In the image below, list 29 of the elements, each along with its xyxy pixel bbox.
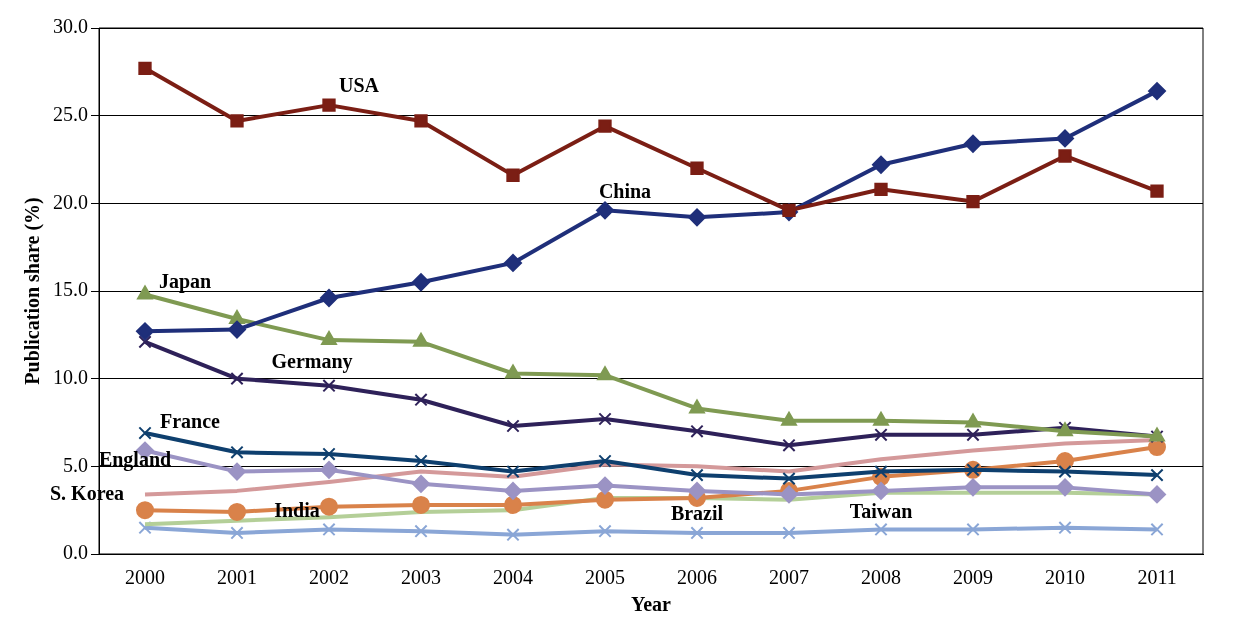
series-label: China: [598, 179, 652, 202]
x-tick-label: 2010: [1045, 566, 1085, 589]
series-label: USA: [338, 74, 380, 97]
x-tick-label: 2008: [861, 566, 901, 589]
y-axis-title: Publication share (%): [21, 197, 45, 385]
x-axis-title: Year: [631, 593, 672, 616]
series-label: Brazil: [670, 502, 724, 525]
x-tick-label: 2004: [493, 566, 533, 589]
x-tick-label: 2007: [769, 566, 809, 589]
series-label: England: [98, 447, 172, 471]
y-tick-label: 5.0: [63, 453, 88, 476]
x-tick-label: 2003: [401, 566, 441, 589]
x-tick-label: 2006: [677, 566, 717, 589]
series-label: Germany: [271, 349, 353, 373]
x-tick-label: 2011: [1137, 566, 1177, 589]
x-tick-label: 2002: [309, 566, 349, 589]
x-tick-label: 2001: [217, 566, 257, 589]
y-tick-label: 0.0: [63, 541, 88, 564]
y-tick-label: 20.0: [53, 190, 88, 213]
x-tick-label: 2009: [953, 566, 993, 589]
y-tick-label: 15.0: [53, 278, 88, 301]
y-tick-label: 30.0: [53, 15, 88, 38]
y-tick-label: 25.0: [53, 102, 88, 125]
series-label: Japan: [158, 269, 212, 293]
x-tick-label: 2000: [125, 566, 165, 589]
series-label: France: [160, 410, 221, 433]
y-tick-label: 10.0: [53, 365, 88, 388]
series-label: Taiwan: [849, 499, 913, 522]
x-tick-label: 2005: [585, 566, 625, 589]
